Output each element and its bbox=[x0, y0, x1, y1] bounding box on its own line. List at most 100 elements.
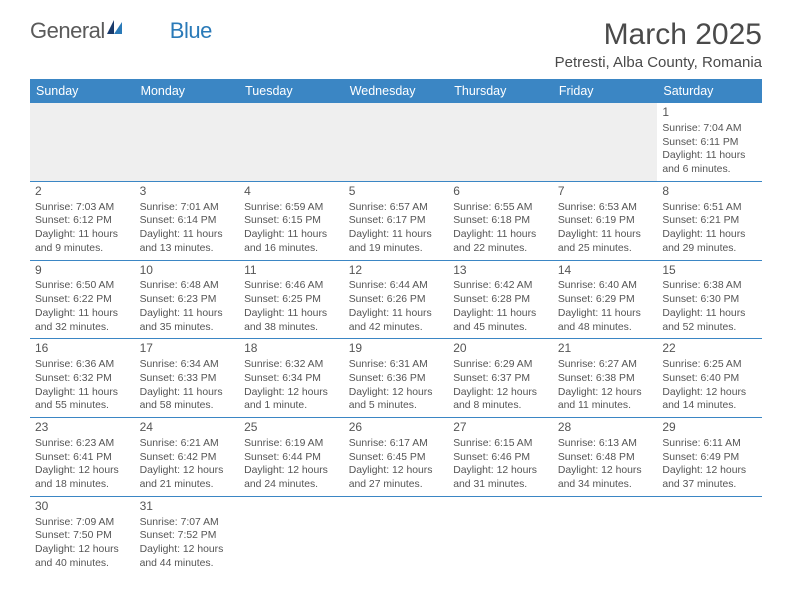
daylight-2: and 1 minute. bbox=[244, 400, 307, 411]
day-cell: 19Sunrise: 6:31 AMSunset: 6:36 PMDayligh… bbox=[344, 339, 449, 418]
day-number: 1 bbox=[662, 105, 757, 121]
sunrise: Sunrise: 6:44 AM bbox=[349, 280, 428, 291]
day-cell: 1Sunrise: 7:04 AMSunset: 6:11 PMDaylight… bbox=[657, 103, 762, 181]
header: GeneralBlue March 2025 Petresti, Alba Co… bbox=[30, 18, 762, 71]
day-cell: 10Sunrise: 6:48 AMSunset: 6:23 PMDayligh… bbox=[135, 260, 240, 339]
empty-cell bbox=[448, 496, 553, 574]
day-cell: 7Sunrise: 6:53 AMSunset: 6:19 PMDaylight… bbox=[553, 181, 658, 260]
empty-cell bbox=[239, 496, 344, 574]
sunrise: Sunrise: 6:17 AM bbox=[349, 438, 428, 449]
sunset: Sunset: 6:22 PM bbox=[35, 294, 112, 305]
daylight-2: and 58 minutes. bbox=[140, 400, 214, 411]
sunrise: Sunrise: 6:55 AM bbox=[453, 202, 532, 213]
sunset: Sunset: 6:28 PM bbox=[453, 294, 530, 305]
sunrise: Sunrise: 6:40 AM bbox=[558, 280, 637, 291]
empty-cell bbox=[239, 103, 344, 181]
sunrise: Sunrise: 6:31 AM bbox=[349, 359, 428, 370]
day-cell: 21Sunrise: 6:27 AMSunset: 6:38 PMDayligh… bbox=[553, 339, 658, 418]
day-cell: 31Sunrise: 7:07 AMSunset: 7:52 PMDayligh… bbox=[135, 496, 240, 574]
day-number: 9 bbox=[35, 263, 130, 279]
day-cell: 16Sunrise: 6:36 AMSunset: 6:32 PMDayligh… bbox=[30, 339, 135, 418]
empty-cell bbox=[344, 103, 449, 181]
daylight-2: and 55 minutes. bbox=[35, 400, 109, 411]
sunrise: Sunrise: 6:13 AM bbox=[558, 438, 637, 449]
day-cell: 28Sunrise: 6:13 AMSunset: 6:48 PMDayligh… bbox=[553, 418, 658, 497]
logo-text-1: General bbox=[30, 18, 105, 44]
day-cell: 2Sunrise: 7:03 AMSunset: 6:12 PMDaylight… bbox=[30, 181, 135, 260]
daylight-2: and 42 minutes. bbox=[349, 322, 423, 333]
daylight-1: Daylight: 11 hours bbox=[140, 229, 223, 240]
day-number: 26 bbox=[349, 420, 444, 436]
col-thursday: Thursday bbox=[448, 79, 553, 103]
sunrise: Sunrise: 6:53 AM bbox=[558, 202, 637, 213]
col-tuesday: Tuesday bbox=[239, 79, 344, 103]
col-wednesday: Wednesday bbox=[344, 79, 449, 103]
sunset: Sunset: 6:21 PM bbox=[662, 215, 739, 226]
sunset: Sunset: 6:38 PM bbox=[558, 373, 635, 384]
daylight-2: and 44 minutes. bbox=[140, 558, 214, 569]
sunset: Sunset: 6:11 PM bbox=[662, 137, 738, 148]
sunset: Sunset: 6:15 PM bbox=[244, 215, 321, 226]
daylight-1: Daylight: 11 hours bbox=[349, 308, 432, 319]
daylight-2: and 31 minutes. bbox=[453, 479, 527, 490]
day-number: 7 bbox=[558, 184, 653, 200]
sunrise: Sunrise: 6:19 AM bbox=[244, 438, 323, 449]
day-cell: 13Sunrise: 6:42 AMSunset: 6:28 PMDayligh… bbox=[448, 260, 553, 339]
sunset: Sunset: 6:34 PM bbox=[244, 373, 321, 384]
sunset: Sunset: 6:25 PM bbox=[244, 294, 321, 305]
day-number: 12 bbox=[349, 263, 444, 279]
daylight-2: and 24 minutes. bbox=[244, 479, 318, 490]
day-cell: 12Sunrise: 6:44 AMSunset: 6:26 PMDayligh… bbox=[344, 260, 449, 339]
month-title: March 2025 bbox=[555, 18, 762, 52]
daylight-2: and 6 minutes. bbox=[662, 164, 730, 175]
sunrise: Sunrise: 7:04 AM bbox=[662, 123, 741, 134]
daylight-1: Daylight: 11 hours bbox=[349, 229, 432, 240]
col-saturday: Saturday bbox=[657, 79, 762, 103]
sunrise: Sunrise: 6:38 AM bbox=[662, 280, 741, 291]
day-cell: 22Sunrise: 6:25 AMSunset: 6:40 PMDayligh… bbox=[657, 339, 762, 418]
empty-cell bbox=[30, 103, 135, 181]
day-number: 31 bbox=[140, 499, 235, 515]
daylight-2: and 27 minutes. bbox=[349, 479, 423, 490]
day-number: 4 bbox=[244, 184, 339, 200]
daylight-1: Daylight: 11 hours bbox=[35, 387, 118, 398]
day-cell: 26Sunrise: 6:17 AMSunset: 6:45 PMDayligh… bbox=[344, 418, 449, 497]
sunset: Sunset: 6:46 PM bbox=[453, 452, 530, 463]
day-number: 23 bbox=[35, 420, 130, 436]
flag-icon bbox=[107, 18, 127, 44]
sunset: Sunset: 7:50 PM bbox=[35, 530, 112, 541]
day-cell: 30Sunrise: 7:09 AMSunset: 7:50 PMDayligh… bbox=[30, 496, 135, 574]
day-cell: 29Sunrise: 6:11 AMSunset: 6:49 PMDayligh… bbox=[657, 418, 762, 497]
calendar-row: 23Sunrise: 6:23 AMSunset: 6:41 PMDayligh… bbox=[30, 418, 762, 497]
col-sunday: Sunday bbox=[30, 79, 135, 103]
empty-cell bbox=[448, 103, 553, 181]
day-number: 2 bbox=[35, 184, 130, 200]
calendar-table: Sunday Monday Tuesday Wednesday Thursday… bbox=[30, 79, 762, 575]
sunrise: Sunrise: 6:46 AM bbox=[244, 280, 323, 291]
daylight-2: and 38 minutes. bbox=[244, 322, 318, 333]
day-number: 13 bbox=[453, 263, 548, 279]
sunset: Sunset: 6:37 PM bbox=[453, 373, 530, 384]
sunrise: Sunrise: 6:25 AM bbox=[662, 359, 741, 370]
day-number: 14 bbox=[558, 263, 653, 279]
day-number: 28 bbox=[558, 420, 653, 436]
daylight-2: and 32 minutes. bbox=[35, 322, 109, 333]
sunset: Sunset: 6:23 PM bbox=[140, 294, 217, 305]
sunset: Sunset: 6:33 PM bbox=[140, 373, 217, 384]
daylight-1: Daylight: 12 hours bbox=[244, 465, 328, 476]
daylight-1: Daylight: 11 hours bbox=[140, 308, 223, 319]
daylight-1: Daylight: 11 hours bbox=[35, 229, 118, 240]
sunset: Sunset: 6:49 PM bbox=[662, 452, 739, 463]
daylight-1: Daylight: 12 hours bbox=[662, 387, 746, 398]
daylight-1: Daylight: 12 hours bbox=[140, 465, 224, 476]
calendar-row: 16Sunrise: 6:36 AMSunset: 6:32 PMDayligh… bbox=[30, 339, 762, 418]
sunset: Sunset: 6:44 PM bbox=[244, 452, 321, 463]
daylight-2: and 19 minutes. bbox=[349, 243, 423, 254]
daylight-1: Daylight: 11 hours bbox=[35, 308, 118, 319]
day-number: 19 bbox=[349, 341, 444, 357]
day-number: 16 bbox=[35, 341, 130, 357]
col-friday: Friday bbox=[553, 79, 658, 103]
day-number: 22 bbox=[662, 341, 757, 357]
col-monday: Monday bbox=[135, 79, 240, 103]
daylight-2: and 35 minutes. bbox=[140, 322, 214, 333]
